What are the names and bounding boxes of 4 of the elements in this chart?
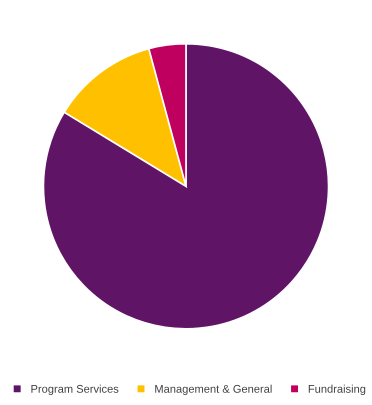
legend-label: Management & General [155,384,272,395]
legend-label: Fundraising [308,384,366,395]
legend-label: Program Services [31,384,118,395]
pie-slice [42,42,330,330]
